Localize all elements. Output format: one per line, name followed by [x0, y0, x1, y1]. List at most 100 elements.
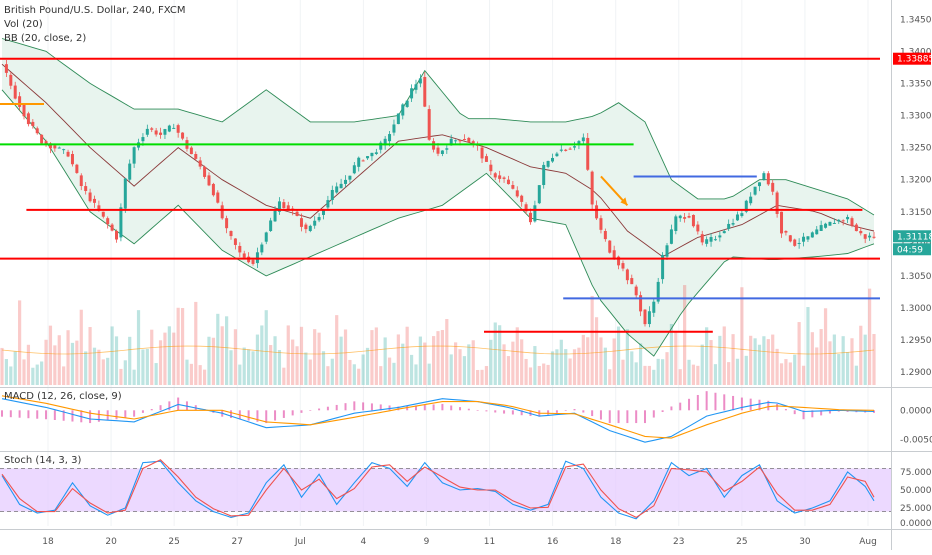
candle-body — [57, 147, 61, 149]
volume-bar — [498, 325, 502, 385]
volume-bar — [335, 315, 339, 385]
candle-body — [308, 225, 312, 231]
candle-body — [656, 281, 660, 302]
macd-histogram-bar — [300, 410, 303, 413]
volume-bar — [128, 336, 132, 385]
candle-body — [718, 235, 722, 238]
macd-histogram-bar — [520, 410, 523, 416]
candle-body — [163, 129, 167, 135]
volume-bar — [476, 369, 480, 385]
macd-histogram-bar — [723, 394, 726, 411]
candle-body — [691, 214, 695, 227]
volume-bar — [106, 357, 110, 385]
candle-body — [696, 224, 700, 232]
candle-body — [687, 216, 691, 218]
candle-body — [339, 183, 343, 189]
candle-body — [868, 235, 872, 238]
candle-body — [282, 202, 286, 209]
candle-body — [436, 147, 440, 154]
macd-histogram-bar — [511, 410, 514, 415]
volume-bar — [66, 330, 70, 385]
candle-body — [106, 218, 110, 225]
volume-bar — [506, 356, 511, 385]
bb-upper-line — [1, 38, 875, 216]
candle-body — [559, 149, 563, 151]
candle-body — [757, 182, 761, 187]
candle-body — [824, 223, 828, 228]
volume-bar — [220, 326, 224, 385]
volume-bar — [339, 336, 343, 385]
candle-body — [427, 109, 431, 140]
macd-histogram-bar — [318, 408, 321, 411]
volume-bar — [863, 334, 867, 385]
volume-bar — [70, 342, 75, 385]
volume-bar — [528, 367, 533, 385]
candle-body — [286, 205, 290, 210]
volume-bar — [458, 349, 462, 385]
candle-body — [731, 223, 735, 225]
macd-histogram-bar — [18, 410, 21, 418]
candle-body — [48, 143, 52, 149]
candle-body — [101, 211, 105, 217]
candle-body — [634, 286, 638, 296]
volume-bar — [225, 316, 229, 385]
bb-fill — [2, 38, 874, 357]
candle-body — [458, 140, 462, 142]
candle-body — [410, 88, 414, 99]
macd-histogram-bar — [740, 397, 743, 411]
volume-bar — [564, 349, 568, 385]
volume-bar — [727, 362, 731, 385]
volume-bar — [638, 343, 643, 385]
volume-bar — [599, 337, 603, 385]
candle-body — [326, 200, 330, 208]
volume-bar — [806, 307, 810, 385]
macd-histogram-bar — [582, 410, 585, 413]
volume-bar — [0, 347, 4, 385]
macd-histogram-bar — [326, 406, 329, 411]
macd-histogram-bar — [776, 403, 779, 411]
x-tick-label: 27 — [232, 537, 243, 547]
chart-title: British Pound/U.S. Dollar, 240, FXCM — [4, 5, 186, 16]
candle-body — [678, 215, 682, 219]
volume-bar — [520, 339, 524, 385]
candle-body — [674, 216, 678, 231]
volume-bar — [387, 357, 392, 385]
candle-body — [75, 164, 79, 173]
candle-body — [13, 85, 17, 99]
macd-histogram-bar — [168, 401, 171, 411]
volume-bar — [771, 334, 775, 385]
macd-histogram-bar — [784, 409, 787, 411]
volume-bar — [282, 367, 286, 385]
volume-bar — [383, 337, 387, 385]
candle-body — [317, 217, 321, 221]
candle-body — [238, 245, 242, 253]
volume-bar — [608, 369, 612, 385]
volume-bar — [75, 340, 79, 385]
macd-histogram-bar — [679, 402, 682, 411]
candle-body — [828, 221, 832, 226]
candle-body — [44, 141, 48, 144]
stoch-tick-label: 25.0000 — [900, 504, 932, 514]
macd-histogram-bar — [423, 404, 426, 411]
candle-body — [150, 128, 154, 130]
volume-bar — [405, 326, 409, 385]
candle-body — [22, 104, 26, 117]
candle-body — [753, 186, 757, 195]
volume-bar — [343, 329, 348, 385]
price-label-box — [893, 52, 931, 65]
volume-bar — [449, 354, 453, 385]
macd-histogram-bar — [617, 410, 620, 424]
candle-body — [304, 224, 308, 230]
candle-body — [766, 173, 770, 185]
volume-bar — [198, 365, 202, 385]
volume-bar — [26, 344, 31, 385]
candle-body — [665, 245, 669, 257]
candle-body — [612, 250, 616, 260]
macd-histogram-bar — [71, 410, 74, 422]
volume-bar — [286, 325, 290, 385]
volume-bar — [150, 329, 154, 385]
volume-bar — [255, 334, 260, 385]
candle-body — [35, 128, 39, 134]
candle-body — [123, 178, 127, 209]
